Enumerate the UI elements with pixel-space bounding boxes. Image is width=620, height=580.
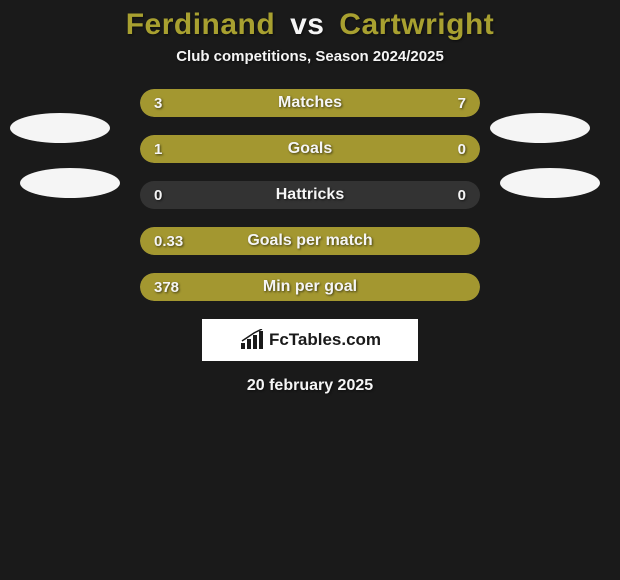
logo-badge: FcTables.com [202, 319, 418, 361]
stat-bar: 10Goals [140, 135, 480, 163]
page-title: Ferdinand vs Cartwright [0, 0, 620, 42]
stat-bar: 37Matches [140, 89, 480, 117]
stat-bar: 0.33Goals per match [140, 227, 480, 255]
stat-bar: 00Hattricks [140, 181, 480, 209]
logo-text: FcTables.com [269, 330, 381, 350]
stat-label: Matches [140, 94, 480, 112]
title-player1: Ferdinand [126, 8, 276, 41]
avatar-left-1 [10, 113, 110, 143]
date-label: 20 february 2025 [0, 377, 620, 395]
stat-bar: 378Min per goal [140, 273, 480, 301]
title-player2: Cartwright [339, 8, 494, 41]
avatar-right-1 [490, 113, 590, 143]
stat-label: Min per goal [140, 278, 480, 296]
subtitle: Club competitions, Season 2024/2025 [0, 48, 620, 65]
chart-icon [239, 329, 265, 351]
title-vs: vs [290, 8, 324, 41]
stat-label: Hattricks [140, 186, 480, 204]
stats-area: 37Matches 10Goals 00Hattricks 0.33Goals per… [0, 89, 620, 395]
stat-label: Goals [140, 140, 480, 158]
stat-label: Goals per match [140, 232, 480, 250]
avatar-left-2 [20, 168, 120, 198]
stat-row: 378Min per goal [0, 273, 620, 301]
stat-row: 0.33Goals per match [0, 227, 620, 255]
avatar-right-2 [500, 168, 600, 198]
